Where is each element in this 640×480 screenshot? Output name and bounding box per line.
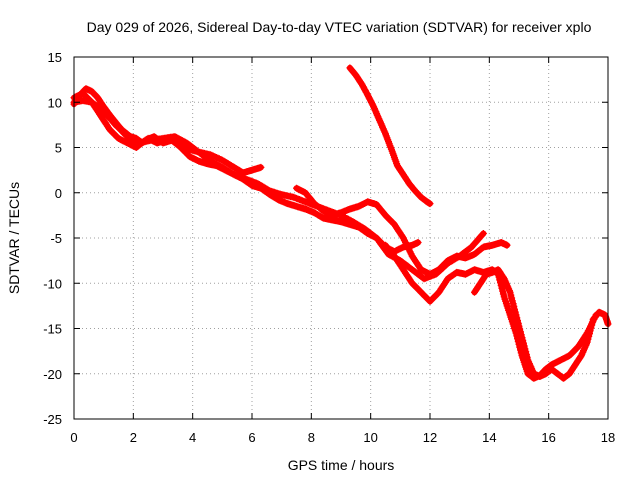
- y-tick-label: -25: [43, 412, 62, 427]
- y-axis-label: SDTVAR / TECUs: [6, 182, 22, 294]
- y-tick-label: -15: [43, 322, 62, 337]
- series-markers-sat-track-7: [471, 266, 612, 382]
- series-markers-sat-track-5: [346, 64, 434, 208]
- x-tick-label: 10: [363, 430, 377, 445]
- y-tick-label: -10: [43, 276, 62, 291]
- grid: [74, 57, 608, 419]
- x-axis-label: GPS time / hours: [288, 457, 395, 473]
- x-tick-label: 18: [601, 430, 615, 445]
- x-tick-label: 2: [130, 430, 137, 445]
- series-line-sat-track-3: [71, 97, 487, 282]
- x-tick-label: 6: [248, 430, 255, 445]
- axis-ticks: 0 2 4 6 8 10 12 14 16 18 -25 -20 -15 -10 -5 0 5 10 15: [43, 50, 615, 445]
- x-tick-label: 14: [482, 430, 496, 445]
- y-tick-label: 5: [55, 141, 62, 156]
- x-tick-label: 0: [70, 430, 77, 445]
- series-markers-sat-track-4: [293, 184, 511, 278]
- y-tick-label: 0: [55, 186, 62, 201]
- y-tick-label: 10: [48, 95, 62, 110]
- series-line-sat-track-7: [471, 266, 611, 382]
- y-tick-label: -5: [50, 231, 62, 246]
- series-markers-sat-track-1: [70, 85, 265, 177]
- y-tick-label: -20: [43, 367, 62, 382]
- x-tick-label: 12: [423, 430, 437, 445]
- x-tick-label: 4: [189, 430, 196, 445]
- chart-title: Day 029 of 2026, Sidereal Day-to-day VTE…: [87, 19, 592, 35]
- y-tick-label: 15: [48, 50, 62, 65]
- x-tick-label: 16: [541, 430, 555, 445]
- x-tick-label: 8: [308, 430, 315, 445]
- data-series: [70, 64, 612, 382]
